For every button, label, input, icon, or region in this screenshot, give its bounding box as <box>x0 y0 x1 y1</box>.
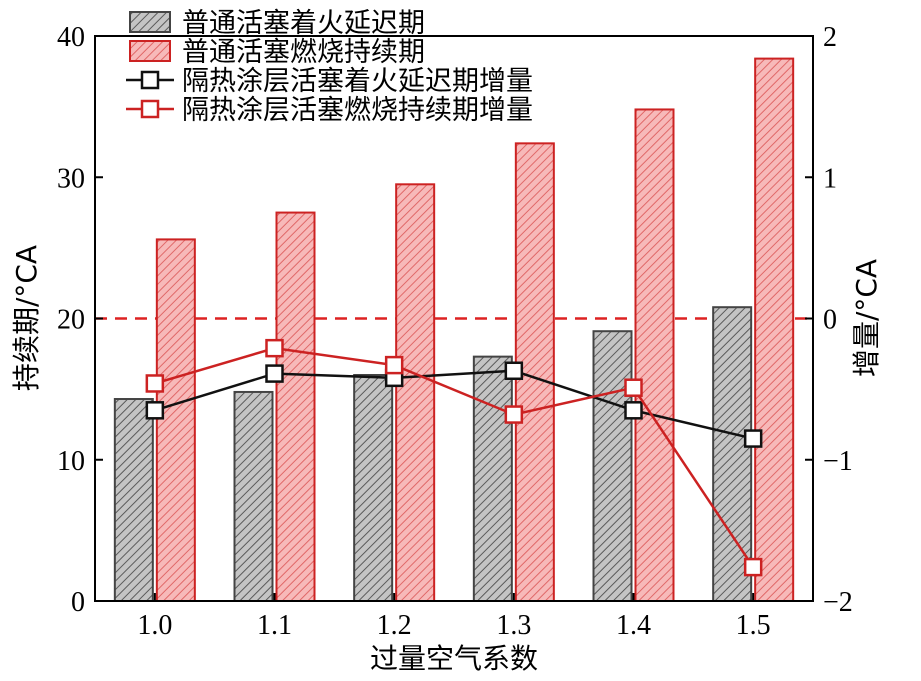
marker-ignition-delay-increment-1.5 <box>743 429 763 448</box>
x-tick-label-1.2: 1.2 <box>377 610 412 641</box>
y-right-tick-label-0: 0 <box>823 305 837 336</box>
y-left-tick-label-40: 40 <box>57 22 85 53</box>
bar-ignition-delay-1.5 <box>712 306 753 602</box>
marker-combustion-duration-increment-1.1 <box>265 338 284 358</box>
marker-combustion-duration-increment-1.3 <box>504 405 524 424</box>
y-axis-right-title: 增量/°CA <box>850 259 883 377</box>
bar-combustion-duration-1.2 <box>395 183 436 602</box>
bar-ignition-delay-1.2 <box>353 374 394 602</box>
marker-ignition-delay-increment-1.4 <box>624 401 643 420</box>
marker-combustion-duration-increment-1.5 <box>743 557 763 577</box>
bar-ignition-delay-1.4 <box>592 330 633 602</box>
x-tick-label-1.5: 1.5 <box>736 610 771 641</box>
bar-combustion-duration-1.5 <box>754 57 795 603</box>
legend-marker-2 <box>140 70 160 90</box>
y-left-tick-label-20: 20 <box>57 305 85 336</box>
legend: 普通活塞着火延迟期普通活塞燃烧持续期隔热涂层活塞着火延迟期增量隔热涂层活塞燃烧持… <box>126 8 533 126</box>
lines-layer <box>145 338 763 577</box>
legend-marker-3 <box>140 99 160 119</box>
x-tick-label-1.1: 1.1 <box>257 610 292 641</box>
legend-swatch-1 <box>129 40 171 62</box>
x-tick-label-1.4: 1.4 <box>616 610 651 641</box>
x-axis-title: 过量空气系数 <box>370 642 538 675</box>
y-left-tick-label-10: 10 <box>57 446 85 477</box>
bars-layer <box>113 57 795 603</box>
legend-label-1: 普通活塞燃烧持续期 <box>182 37 425 68</box>
marker-ignition-delay-increment-1.0 <box>145 401 165 420</box>
bar-ignition-delay-1.0 <box>113 398 154 603</box>
x-tick-label-1.0: 1.0 <box>137 610 172 641</box>
marker-ignition-delay-increment-1.1 <box>265 364 284 383</box>
bar-ignition-delay-1.1 <box>233 390 274 603</box>
legend-label-3: 隔热涂层活塞燃烧持续期增量 <box>182 95 533 126</box>
line-combustion-duration-increment <box>154 346 755 568</box>
marker-combustion-duration-increment-1.2 <box>384 355 404 375</box>
y-right-tick-label-1: 1 <box>823 163 837 194</box>
y-left-tick-label-0: 0 <box>71 587 85 618</box>
bar-combustion-duration-1.0 <box>155 238 196 602</box>
bar-ignition-delay-1.3 <box>472 355 513 603</box>
bar-combustion-duration-1.4 <box>634 108 675 602</box>
y-left-tick-label-30: 30 <box>57 163 85 194</box>
legend-label-2: 隔热涂层活塞着火延迟期增量 <box>182 66 533 97</box>
y-right-tick-label-−2: −2 <box>823 587 853 618</box>
y-right-tick-label-2: 2 <box>823 22 837 53</box>
y-axis-left-title: 持续期/°CA <box>10 245 43 391</box>
line-ignition-delay-increment <box>154 369 754 440</box>
x-tick-label-1.3: 1.3 <box>496 610 531 641</box>
y-right-tick-label-−1: −1 <box>823 446 853 477</box>
marker-combustion-duration-increment-1.0 <box>145 374 165 393</box>
marker-combustion-duration-increment-1.4 <box>624 378 643 397</box>
bar-combustion-duration-1.1 <box>275 211 316 602</box>
legend-swatch-0 <box>129 11 171 33</box>
axis-layer: 1.0 1.1 1.2 1.3 1.4 1.5 0 10 20 30 40 −2 −1 0 1 2 <box>57 22 853 641</box>
legend-label-0: 普通活塞着火延迟期 <box>182 8 425 39</box>
marker-ignition-delay-increment-1.3 <box>504 361 524 381</box>
